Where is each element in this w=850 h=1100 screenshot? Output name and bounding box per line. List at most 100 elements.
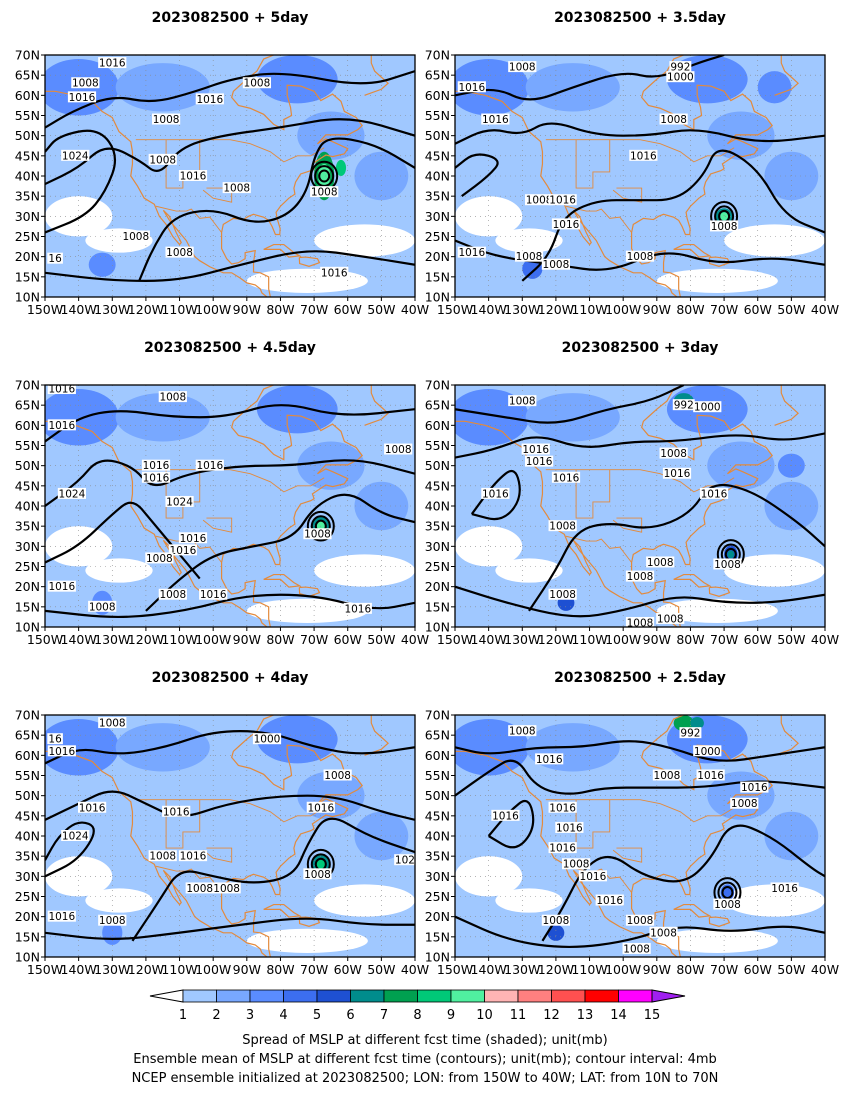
lon-tick-label: 110W <box>161 962 197 977</box>
contour-label-bg <box>98 914 127 926</box>
colorbar-segment <box>517 989 552 1003</box>
contour-label-bg <box>47 419 76 431</box>
contour-label: 1008 <box>731 798 758 810</box>
lon-tick-label: 70W <box>710 302 738 317</box>
coastline <box>455 750 678 957</box>
spread-shading <box>335 159 347 176</box>
contour-label: 1008 <box>543 259 570 271</box>
spread-shading <box>455 59 529 116</box>
colorbar-segment <box>651 989 686 1003</box>
lon-tick-label: 80W <box>266 302 294 317</box>
contour-label-bg <box>323 769 352 781</box>
lat-tick-label: 15N <box>15 929 40 944</box>
contour-label-bg <box>178 532 208 544</box>
lat-tick-label: 65N <box>15 68 40 83</box>
lat-tick-label: 10N <box>15 620 40 635</box>
contour-label: 1008 <box>244 78 271 90</box>
contour-label: 1000 <box>694 746 721 758</box>
lon-tick-label: 70W <box>300 632 328 647</box>
isobar-contour <box>131 817 415 942</box>
contour-label-bg <box>662 467 692 479</box>
colorbar-segment <box>249 989 284 1003</box>
contour-label: 1016 <box>99 58 126 70</box>
lon-tick-label: 110W <box>571 302 607 317</box>
contour-label-bg <box>141 459 171 471</box>
contour-label-bg <box>625 914 655 926</box>
contour-label: 1008 <box>526 195 553 207</box>
coastline <box>708 916 731 927</box>
contour-label: 1016 <box>307 802 334 814</box>
contour-label-bg <box>306 801 335 813</box>
caption-line-1: Spread of MSLP at different fcst time (s… <box>242 1033 608 1048</box>
contour-label-bg <box>649 926 678 938</box>
lon-tick-label: 90W <box>233 962 261 977</box>
lat-tick-label: 50N <box>15 458 40 473</box>
contour-label: 1024 <box>59 488 86 500</box>
contour-label-bg <box>709 220 739 232</box>
contour-label-bg <box>310 186 339 198</box>
contour-label: 1008 <box>99 718 126 730</box>
contour-label-bg <box>457 81 486 93</box>
contour-label-bg <box>212 882 241 894</box>
contour-label-bg <box>47 733 63 745</box>
lon-tick-label: 60W <box>334 632 362 647</box>
border-line <box>135 799 325 823</box>
lat-tick-label: 40N <box>425 169 450 184</box>
lat-tick-label: 15N <box>15 269 40 284</box>
spread-shading-low <box>495 558 563 583</box>
contour-label: 1000 <box>667 72 694 84</box>
contour-label: 1008 <box>89 601 116 613</box>
contour-label: 1008 <box>660 114 687 126</box>
contour-label-bg <box>551 471 581 483</box>
lon-tick-label: 140W <box>471 632 507 647</box>
contour-label: 1016 <box>492 810 519 822</box>
contour-label: 1008 <box>711 221 738 233</box>
lat-tick-label: 30N <box>425 869 450 884</box>
spread-shading-low <box>724 884 825 917</box>
contour-label-bg <box>652 769 682 781</box>
contour-label: 1016 <box>69 92 96 104</box>
contour-label-bg <box>199 588 228 600</box>
isobar-contour <box>455 759 825 797</box>
lat-tick-label: 60N <box>15 748 40 763</box>
isobar-contour <box>455 740 825 762</box>
isobar-contour <box>45 250 415 282</box>
spread-shading-low <box>724 224 825 257</box>
panel-title: 2023082500 + 3day <box>561 340 719 356</box>
lon-tick-label: 40W <box>401 962 429 977</box>
contour-label-bg <box>656 612 685 624</box>
lat-tick-label: 45N <box>425 478 450 493</box>
contour-label: 1016 <box>580 871 607 883</box>
spread-shading-low <box>314 224 415 257</box>
contour-label: 1016 <box>48 384 75 396</box>
contour-label: 1016 <box>522 444 549 456</box>
caption-line-3: NCEP ensemble initialized at 2023082500;… <box>131 1071 719 1086</box>
lat-tick-label: 45N <box>15 148 40 163</box>
contour-label: 1008 <box>324 770 351 782</box>
colorbar-label: 2 <box>212 1008 220 1023</box>
lat-tick-label: 15N <box>425 269 450 284</box>
map-panel-3.5day: 2023082500 + 3.5day 1008 992 1000 1016 1016 1… <box>425 10 850 330</box>
lat-tick-label: 60N <box>425 748 450 763</box>
contour-label: 1008 <box>509 726 536 738</box>
border-line <box>612 847 643 863</box>
map-plot: 1008 992 100010161016101610081016101610161… <box>425 378 839 648</box>
contour-label-bg <box>548 520 577 532</box>
coastline <box>298 586 321 597</box>
lon-tick-label: 100W <box>605 962 641 977</box>
contour-label: 1008 <box>223 183 250 195</box>
contour-label-bg <box>457 246 486 258</box>
lat-tick-label: 55N <box>425 108 450 123</box>
lat-tick-label: 20N <box>15 579 40 594</box>
lon-tick-label: 60W <box>334 962 362 977</box>
colorbar-label: 5 <box>313 1008 321 1023</box>
contour-label: 1008 <box>509 62 536 74</box>
coastline <box>673 243 712 258</box>
coastline <box>673 573 712 588</box>
lat-tick-label: 55N <box>15 438 40 453</box>
coastline <box>263 903 302 918</box>
contour-label-bg <box>242 77 272 89</box>
lat-tick-label: 60N <box>425 88 450 103</box>
isobar-contour <box>45 129 117 234</box>
